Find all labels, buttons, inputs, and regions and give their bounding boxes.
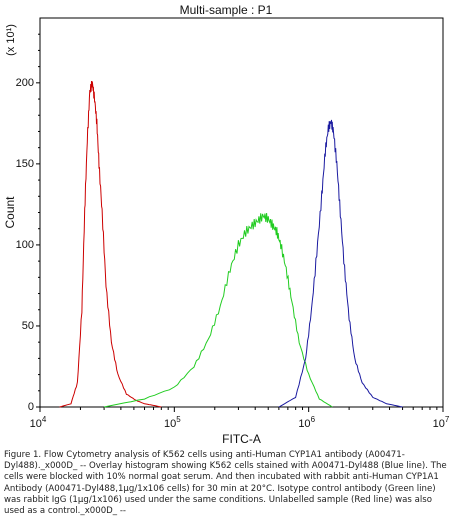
y-tick-label: 100	[16, 239, 34, 251]
figure-caption: Figure 1. Flow Cytometry analysis of K56…	[4, 450, 447, 517]
y-tick-label: 0	[28, 401, 34, 413]
histogram-chart: 0 50 100 150 200 104 105 106 107 FITC-A Count (x 1…	[3, 17, 450, 446]
plot-frame	[39, 17, 444, 408]
series-line-0	[59, 80, 162, 408]
y-tick-label: 150	[16, 158, 34, 170]
ticks: 0 50 100 150 200 104 105 106 107	[16, 33, 450, 430]
y-tick-label: 200	[16, 77, 34, 89]
x-tick-label: 105	[164, 415, 181, 430]
y-axis-label: Count	[3, 196, 17, 229]
axis-labels: FITC-A Count (x 10¹)	[3, 24, 261, 446]
y-multiplier-label: (x 10¹)	[5, 24, 17, 56]
series-line-2	[278, 119, 403, 408]
chart-title: Multi-sample : P1	[179, 3, 273, 17]
x-tick-label: 104	[30, 415, 47, 430]
x-tick-label: 106	[298, 415, 315, 430]
y-tick-label: 50	[22, 320, 34, 332]
axes	[39, 17, 444, 408]
x-axis-label: FITC-A	[222, 432, 261, 446]
series-line-1	[103, 213, 333, 408]
x-tick-label: 107	[433, 415, 450, 430]
series-lines	[59, 80, 403, 408]
